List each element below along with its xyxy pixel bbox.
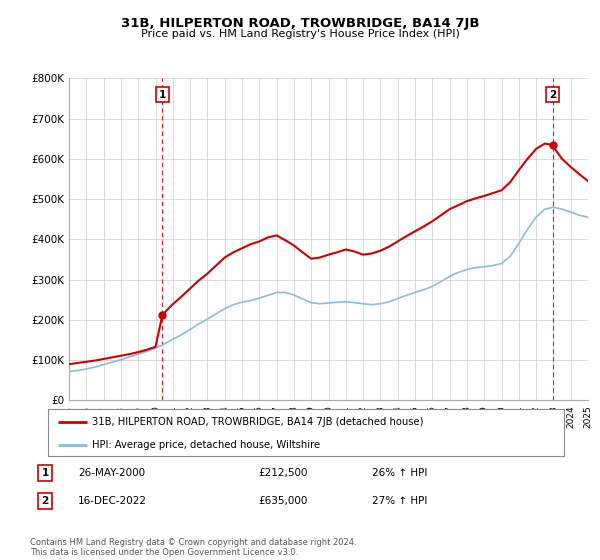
Text: 1: 1 (159, 90, 166, 100)
Text: 2: 2 (549, 90, 556, 100)
Text: Contains HM Land Registry data © Crown copyright and database right 2024.
This d: Contains HM Land Registry data © Crown c… (30, 538, 356, 557)
Text: HPI: Average price, detached house, Wiltshire: HPI: Average price, detached house, Wilt… (92, 440, 320, 450)
Text: 1: 1 (41, 468, 49, 478)
Text: £635,000: £635,000 (258, 496, 307, 506)
Text: 31B, HILPERTON ROAD, TROWBRIDGE, BA14 7JB (detached house): 31B, HILPERTON ROAD, TROWBRIDGE, BA14 7J… (92, 417, 424, 427)
Text: 26-MAY-2000: 26-MAY-2000 (78, 468, 145, 478)
Text: 2: 2 (41, 496, 49, 506)
Text: 27% ↑ HPI: 27% ↑ HPI (372, 496, 427, 506)
Text: 31B, HILPERTON ROAD, TROWBRIDGE, BA14 7JB: 31B, HILPERTON ROAD, TROWBRIDGE, BA14 7J… (121, 17, 479, 30)
Text: 16-DEC-2022: 16-DEC-2022 (78, 496, 147, 506)
Text: £212,500: £212,500 (258, 468, 308, 478)
Text: 26% ↑ HPI: 26% ↑ HPI (372, 468, 427, 478)
FancyBboxPatch shape (48, 409, 564, 456)
Text: Price paid vs. HM Land Registry's House Price Index (HPI): Price paid vs. HM Land Registry's House … (140, 29, 460, 39)
